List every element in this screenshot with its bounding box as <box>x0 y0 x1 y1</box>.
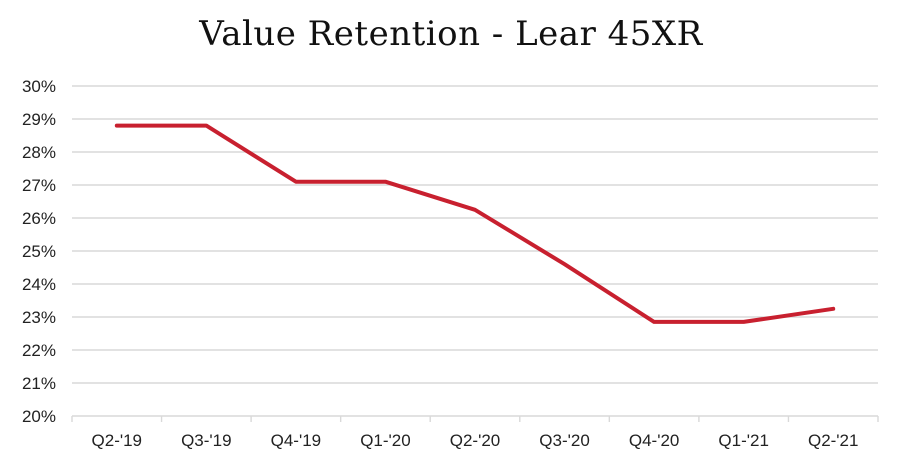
series-layer <box>114 123 836 324</box>
y-tick-label: 30% <box>22 77 56 96</box>
y-tick-label: 26% <box>22 209 56 228</box>
x-axis: Q2-'19 Q3-'19 Q4-'19 Q1-'20 Q2-'20 Q3-'20 Q4-'… <box>71 415 879 450</box>
y-tick-label: 24% <box>22 275 56 294</box>
y-tick-label: 27% <box>22 176 56 195</box>
x-tick-label: Q2-'20 <box>450 431 501 450</box>
x-tick-label: Q2-'21 <box>808 431 859 450</box>
x-tick-label: Q2-'19 <box>92 431 143 450</box>
y-tick-label: 21% <box>22 374 56 393</box>
x-tick-label: Q4-'20 <box>629 431 680 450</box>
x-tick-label: Q4-'19 <box>271 431 322 450</box>
x-tick-label: Q1-'20 <box>360 431 411 450</box>
gridlines <box>72 85 878 384</box>
y-tick-label: 25% <box>22 242 56 261</box>
y-tick-label: 28% <box>22 143 56 162</box>
y-tick-label: 22% <box>22 341 56 360</box>
chart-title: Value Retention - Lear 45XR <box>199 14 703 54</box>
y-axis-ticks: 20% 21% 22% 23% 24% 25% 26% 27% 28% 29% 30% <box>22 77 56 426</box>
y-tick-label: 29% <box>22 110 56 129</box>
y-tick-label: 23% <box>22 308 56 327</box>
y-tick-label: 20% <box>22 407 56 426</box>
x-tick-label: Q3-'20 <box>539 431 590 450</box>
x-tick-label: Q1-'21 <box>718 431 769 450</box>
x-tick-label: Q3-'19 <box>181 431 232 450</box>
series-line <box>114 123 836 324</box>
